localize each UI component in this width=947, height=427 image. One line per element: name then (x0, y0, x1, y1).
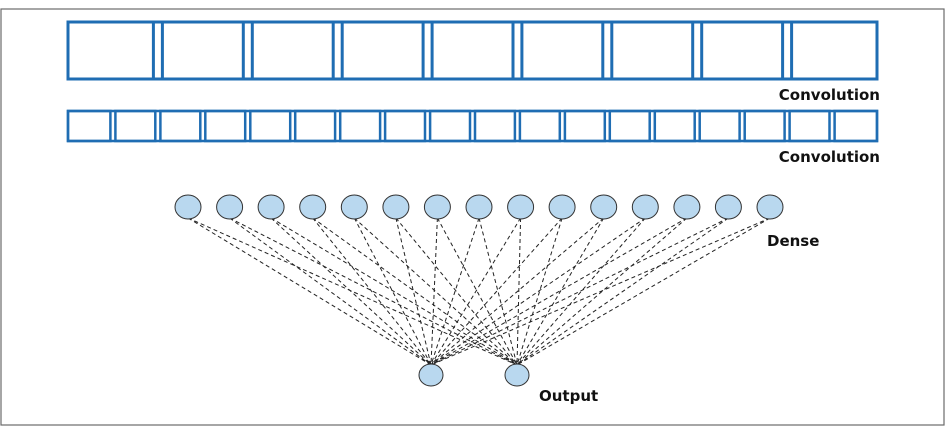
conv-cell (520, 20, 605, 81)
conv-layer-border (66, 20, 879, 81)
dense-node (756, 194, 784, 220)
conv-cell (833, 109, 879, 143)
connection-edge (312, 217, 432, 366)
connection-edge (187, 217, 518, 366)
conv-cell (250, 20, 335, 81)
connection-edge (430, 217, 480, 366)
connection-edge (430, 217, 729, 366)
connection-edge (430, 217, 438, 366)
connection-edge (353, 217, 432, 366)
dense-label: Dense (767, 232, 819, 250)
conv-cell (249, 109, 292, 143)
dense-node (340, 194, 368, 220)
connection-edge (430, 217, 771, 366)
conv-cell (473, 109, 517, 143)
connection-edge (516, 217, 605, 366)
output-label: Output (539, 387, 598, 405)
conv-cell (788, 109, 831, 143)
conv-cell (700, 20, 785, 81)
connection-edge (478, 217, 518, 366)
conv-cell (204, 109, 247, 143)
connection-edge (395, 217, 518, 366)
conv-cell (698, 109, 741, 143)
output-node (504, 363, 530, 387)
connection-edge (516, 217, 646, 366)
connection-edge (430, 217, 563, 366)
connection-edge (516, 217, 688, 366)
conv-cell (608, 109, 651, 143)
conv-cell (114, 109, 157, 143)
conv-cell (610, 20, 695, 81)
connection-edge (516, 217, 522, 366)
conv-cell (518, 109, 562, 143)
connection-edge (516, 217, 729, 366)
connection-edge (430, 217, 646, 366)
conv-cell (430, 20, 515, 81)
dense-node (507, 194, 535, 220)
connection-edge (436, 217, 518, 366)
dense-node (465, 194, 493, 220)
conv-cell (160, 20, 245, 81)
conv-cell (563, 109, 607, 143)
connection-edge (270, 217, 518, 366)
conv-cell (66, 109, 112, 143)
conv-cell (790, 20, 879, 81)
conv-cell (66, 20, 155, 81)
dense-node (673, 194, 701, 220)
dense-node (382, 194, 410, 220)
dense-node (590, 194, 618, 220)
conv-cell (340, 20, 425, 81)
connection-edge (430, 217, 688, 366)
dense-node (299, 194, 327, 220)
dense-node (174, 194, 202, 220)
convolution-layer-2 (66, 109, 879, 143)
dense-node (631, 194, 659, 220)
dense-node (423, 194, 451, 220)
conv-cell (653, 109, 696, 143)
connection-edge (312, 217, 518, 366)
conv2-label: Convolution (779, 148, 880, 166)
connection-edge (430, 217, 522, 366)
connection-edge (229, 217, 518, 366)
convolution-layer-1 (66, 20, 879, 81)
connection-edge (187, 217, 432, 366)
diagram-frame (0, 8, 945, 426)
conv-cell (383, 109, 427, 143)
conv1-label: Convolution (779, 86, 880, 104)
dense-layer (174, 194, 784, 220)
output-layer (418, 363, 530, 387)
dense-node (714, 194, 742, 220)
output-node (418, 363, 444, 387)
conv-cell (428, 109, 472, 143)
dense-node (257, 194, 285, 220)
conv-cell (743, 109, 786, 143)
dense-node (216, 194, 244, 220)
dense-output-connections (187, 217, 771, 366)
dense-node (548, 194, 576, 220)
conv-layer-border (66, 109, 879, 143)
conv-cell (293, 109, 337, 143)
conv-cell (159, 109, 202, 143)
connection-edge (516, 217, 563, 366)
connection-edge (353, 217, 518, 366)
conv-cell (338, 109, 382, 143)
connection-edge (430, 217, 605, 366)
connection-edge (270, 217, 432, 366)
